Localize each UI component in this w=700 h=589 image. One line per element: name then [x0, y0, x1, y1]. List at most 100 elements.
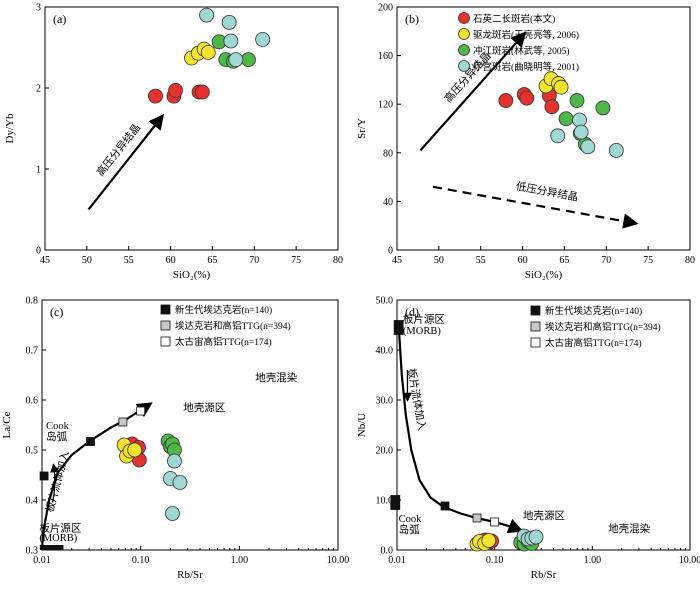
panel-label: (a) — [53, 12, 66, 26]
series-s4 — [199, 7, 271, 68]
annotation-text: Cook — [46, 421, 70, 432]
annotation-text: 地壳混染 — [255, 371, 297, 384]
slab-source-box — [39, 545, 64, 550]
series-s2 — [538, 71, 569, 95]
annotation-text: 岛弧 — [399, 523, 420, 536]
legend-label: 石英二长斑岩(本文) — [473, 13, 555, 25]
y-tick-label: 40.0 — [376, 346, 394, 357]
y-tick-label: 0.0 — [381, 546, 394, 557]
y-tick-label: 50.0 — [376, 296, 394, 307]
fluid-arrow — [50, 463, 60, 503]
data-point — [544, 99, 560, 115]
data-point — [168, 83, 183, 98]
y-tick-label: 200 — [378, 3, 393, 14]
panel-c: (c) 0.01 0.10 1.00 10.00 0.3 0.4 0.5 0.6 0.7 0.8 Rb… — [1, 296, 349, 582]
trend-curve — [398, 332, 524, 534]
annotation-text: 板片源区 — [39, 522, 81, 535]
y-tick-label: 0 — [388, 246, 393, 257]
legend-swatch — [458, 44, 470, 56]
data-point — [199, 7, 214, 23]
data-point — [172, 475, 188, 490]
annotation-text: 地壳源区 — [523, 509, 565, 522]
series-s2 — [469, 533, 497, 552]
legend-swatch — [458, 12, 470, 24]
panel-label: (c) — [50, 305, 63, 319]
y-tick-label: 0.7 — [26, 346, 39, 357]
series-s4 — [550, 112, 624, 158]
x-tick-label: 45 — [40, 255, 50, 266]
x-tick-label: 1.00 — [231, 555, 249, 566]
x-tick-label: 0.01 — [33, 555, 51, 566]
y-tick-label: 0.4 — [26, 496, 39, 507]
legend: 新生代埃达克岩(n=140) 埃达克岩和高铝TTG(n=394) 太古宙高铝TTG(… — [530, 305, 661, 349]
panel-d: (d) 0.01 0.10 1.00 10.00 0.0 10.0 20.0 30.0 40.0 5… — [356, 296, 700, 582]
legend-swatch — [530, 337, 541, 348]
trend-marker — [390, 495, 401, 510]
trend-curve — [40, 402, 153, 548]
data-point — [481, 533, 497, 548]
x-tick-label: 80 — [333, 255, 343, 266]
data-point — [569, 93, 585, 108]
high-pressure-arrow — [419, 31, 527, 152]
x-tick-label: 70 — [601, 255, 611, 266]
annotation-text: Cook — [399, 514, 423, 525]
series-s4 — [516, 528, 544, 547]
data-point — [595, 100, 611, 116]
x-tick-label: 50 — [434, 255, 444, 266]
data-point — [148, 88, 163, 104]
x-tick-label: 70 — [249, 255, 259, 266]
x-tick-label: 75 — [643, 255, 653, 266]
legend-swatch — [160, 320, 171, 331]
x-tick-label: 80 — [685, 255, 695, 266]
data-point — [223, 33, 239, 49]
trend-marker — [118, 417, 128, 427]
x-tick-label: 0.10 — [132, 555, 150, 566]
x-axis-label: SiO₂(%) — [173, 269, 211, 281]
x-tick-label: 10.00 — [327, 555, 350, 566]
y-tick-label: 0.3 — [26, 546, 39, 557]
data-point — [194, 84, 210, 100]
plot-frame — [396, 6, 691, 251]
panel-label: (d) — [405, 305, 419, 319]
y-tick-label: 10.0 — [376, 496, 394, 507]
plot-frame — [396, 299, 691, 551]
data-point — [519, 90, 535, 106]
legend-swatch — [530, 321, 541, 332]
series-s2 — [116, 437, 143, 464]
legend-label: 埃达克岩和高铝TTG(n=394) — [545, 321, 661, 333]
legend-label: 太古宙高铝TTG(n=174) — [545, 337, 642, 349]
plot-frame — [44, 6, 339, 251]
x-tick-label: 50 — [82, 255, 92, 266]
data-point — [580, 139, 596, 155]
legend-label: 新生代埃达克岩(n=140) — [545, 305, 642, 317]
legend-label: 太古宙高铝TTG(n=174) — [175, 336, 272, 348]
legend-swatch — [458, 60, 470, 72]
panel-label: (b) — [405, 12, 419, 26]
legend-label: 新生代埃达克岩(n=140) — [175, 304, 272, 316]
y-tick-label: 40 — [383, 197, 393, 208]
high-pressure-arrow — [87, 113, 165, 211]
x-tick-label: 10.00 — [679, 555, 700, 566]
data-point — [228, 52, 244, 68]
x-tick-label: 0.10 — [486, 555, 504, 566]
data-point — [165, 506, 180, 521]
data-point — [200, 44, 216, 60]
annotation-text: 板片源区 — [403, 313, 445, 326]
series-s1 — [148, 83, 210, 104]
trend-marker — [393, 320, 404, 335]
panel-b: (b) 45 50 55 60 65 70 75 80 0 40 80 120 160 200 SiO₂(%)… — [356, 3, 695, 282]
x-tick-label: 0.01 — [388, 555, 406, 566]
trend-marker — [490, 517, 500, 527]
fluid-label: 板片流体加入 — [405, 367, 429, 432]
y-tick-label: 20.0 — [376, 446, 394, 457]
y-axis-label: La/Ce — [1, 411, 13, 438]
annotation-text: 地壳源区 — [183, 401, 225, 414]
data-point — [255, 32, 271, 47]
legend: 石英二长斑岩(本文) 驱龙斑岩(王亮亮等, 2006) 冲江斑岩(林武等, 2005… — [458, 12, 579, 73]
trend-marker — [472, 513, 482, 523]
y-tick-label: 160 — [378, 51, 393, 62]
x-tick-label: 55 — [476, 255, 486, 266]
